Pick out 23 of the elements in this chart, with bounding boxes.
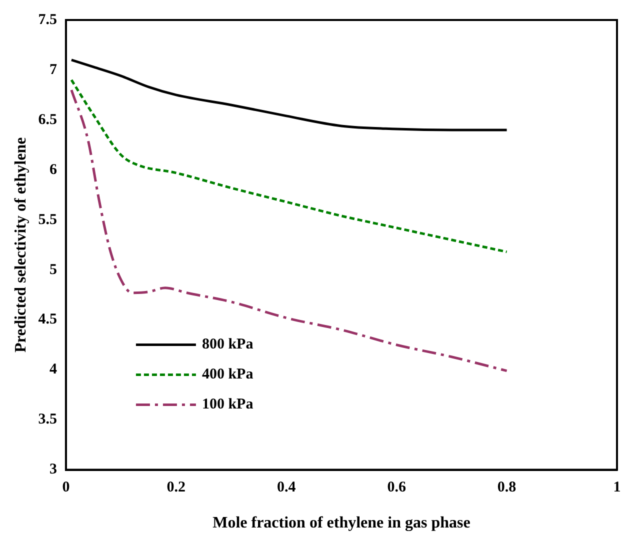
y-tick-label: 3.5 xyxy=(38,412,57,428)
y-tick-label: 3 xyxy=(49,462,57,478)
x-tick-label: 0.2 xyxy=(166,480,186,496)
x-tick-label: 0 xyxy=(62,480,70,496)
x-tick-label: 0.8 xyxy=(497,480,516,496)
y-tick-label: 6 xyxy=(49,162,58,178)
y-axis-title: Predicted selectivity of ethylene xyxy=(12,137,30,352)
y-tick-label: 5.5 xyxy=(38,212,57,228)
line-series xyxy=(70,78,508,254)
legend-label: 400 kPa xyxy=(202,366,254,383)
line-series xyxy=(70,58,508,132)
x-tick-label: 0.6 xyxy=(387,480,406,496)
y-tick-label: 6.5 xyxy=(38,112,57,128)
x-axis-title: Mole fraction of ethylene in gas phase xyxy=(212,514,470,532)
y-tick-label: 7 xyxy=(49,62,58,78)
y-tick-label: 7.5 xyxy=(38,12,57,28)
y-tick-label: 4.5 xyxy=(38,312,57,328)
y-tick-label: 4 xyxy=(49,362,58,378)
x-tick-label: 0.4 xyxy=(276,480,296,496)
legend-label: 800 kPa xyxy=(202,336,254,353)
legend-label: 100 kPa xyxy=(202,396,254,413)
x-tick-label: 1 xyxy=(613,480,621,496)
y-tick-label: 5 xyxy=(49,262,57,278)
